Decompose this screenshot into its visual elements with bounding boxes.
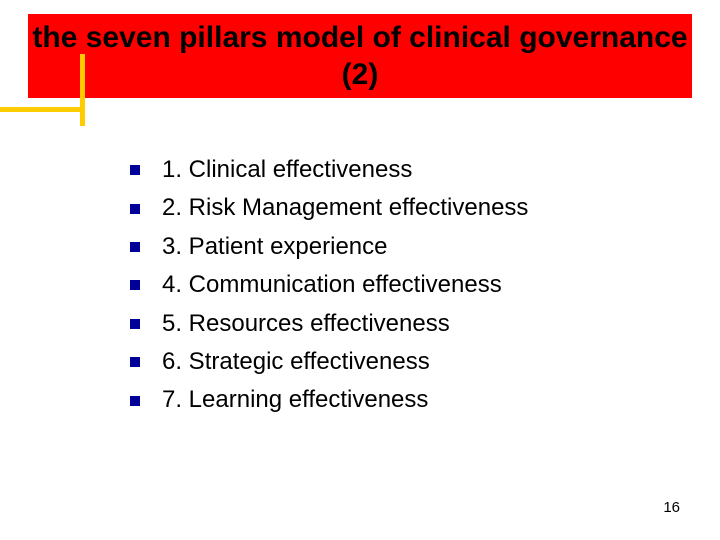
list-item: 2. Risk Management effectiveness bbox=[130, 192, 528, 224]
list-item: 6. Strategic effectiveness bbox=[130, 346, 528, 378]
square-bullet-icon bbox=[130, 165, 140, 175]
content-list: 1. Clinical effectiveness 2. Risk Manage… bbox=[130, 154, 528, 423]
list-item-text: 2. Risk Management effectiveness bbox=[162, 192, 528, 224]
list-item-text: 5. Resources effectiveness bbox=[162, 308, 450, 340]
slide-title: the seven pillars model of clinical gove… bbox=[28, 19, 692, 94]
accent-horizontal bbox=[0, 107, 85, 112]
list-item-text: 3. Patient experience bbox=[162, 231, 387, 263]
square-bullet-icon bbox=[130, 204, 140, 214]
list-item: 7. Learning effectiveness bbox=[130, 384, 528, 416]
title-block: the seven pillars model of clinical gove… bbox=[28, 14, 692, 98]
list-item: 3. Patient experience bbox=[130, 231, 528, 263]
square-bullet-icon bbox=[130, 242, 140, 252]
list-item-text: 4. Communication effectiveness bbox=[162, 269, 502, 301]
list-item: 4. Communication effectiveness bbox=[130, 269, 528, 301]
list-item-text: 1. Clinical effectiveness bbox=[162, 154, 412, 186]
square-bullet-icon bbox=[130, 319, 140, 329]
list-item: 1. Clinical effectiveness bbox=[130, 154, 528, 186]
accent-vertical bbox=[80, 54, 85, 126]
square-bullet-icon bbox=[130, 396, 140, 406]
page-number: 16 bbox=[663, 499, 680, 516]
list-item: 5. Resources effectiveness bbox=[130, 308, 528, 340]
square-bullet-icon bbox=[130, 280, 140, 290]
square-bullet-icon bbox=[130, 357, 140, 367]
list-item-text: 6. Strategic effectiveness bbox=[162, 346, 430, 378]
list-item-text: 7. Learning effectiveness bbox=[162, 384, 428, 416]
